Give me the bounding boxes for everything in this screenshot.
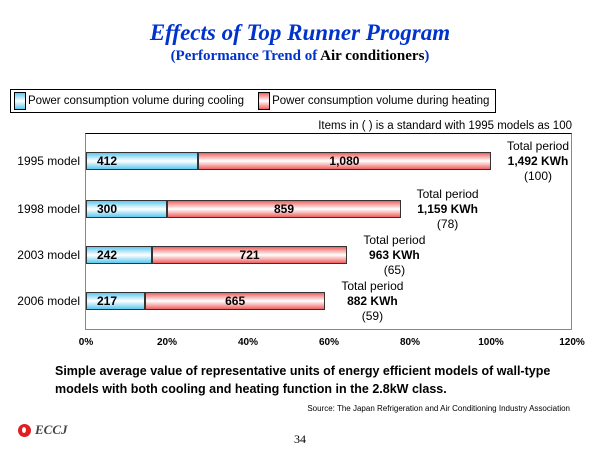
logo-text: ECCJ (35, 422, 68, 437)
x-tick-label: 60% (318, 337, 339, 348)
total-annotation: Total period 963 KWh (65) (349, 233, 439, 278)
plot-area (85, 133, 572, 330)
source-note: Source: The Japan Refrigeration and Air … (307, 404, 570, 413)
bar-heating: 1,080 (197, 152, 491, 170)
footnote: Simple average value of representative u… (55, 362, 555, 398)
total-label: Total period (506, 139, 570, 153)
logo-icon (18, 423, 31, 437)
total-annotation: Total period 1,492 KWh (100) (493, 139, 583, 184)
bar-cooling: 412 (86, 152, 198, 170)
total-label: Total period (416, 187, 479, 201)
bar-heating: 665 (144, 292, 326, 310)
footnote-line-1: Simple average value of representative u… (55, 364, 551, 378)
slide-title: Effects of Top Runner Program (149, 20, 451, 45)
x-tick-label: 40% (237, 337, 258, 348)
x-tick-label: 120% (559, 337, 585, 348)
slide-subtitle: (Performance Trend of Air conditioners) (0, 48, 600, 65)
total-value: 882 KWh (347, 294, 398, 308)
bar-label-cooling: 242 (97, 248, 118, 262)
chart-note: Items in ( ) is a standard with 1995 mod… (318, 120, 572, 132)
total-index: (100) (523, 169, 552, 183)
bar-cooling: 242 (86, 246, 152, 264)
legend-label-cooling: Power consumption volume during cooling (28, 95, 245, 107)
bar-cooling: 217 (86, 292, 145, 310)
x-tick-label: 20% (156, 337, 177, 348)
total-annotation: Total period 1,159 KWh (78) (403, 187, 493, 232)
total-value: 1,492 KWh (507, 154, 569, 168)
bar-label-cooling: 217 (97, 294, 118, 308)
category-label: 2006 model (17, 294, 80, 308)
x-tick-label: 0% (78, 337, 94, 348)
subtitle-highlight: Air conditioners (320, 48, 425, 64)
category-label: 1995 model (17, 154, 80, 168)
bar-label-heating: 1,080 (329, 154, 360, 168)
bar-label-cooling: 412 (97, 154, 118, 168)
chart-legend: Power consumption volume during cooling … (10, 89, 496, 113)
bar-cooling: 300 (86, 200, 168, 218)
bar-heating: 859 (167, 200, 401, 218)
total-value: 1,159 KWh (417, 202, 478, 216)
page-number: 34 (294, 432, 306, 446)
total-index: (65) (383, 263, 406, 277)
x-tick-label: 100% (478, 337, 504, 348)
category-label: 1998 model (17, 202, 80, 216)
bar-label-heating: 859 (273, 202, 295, 216)
eccj-logo: ECCJ (18, 422, 68, 438)
bar-label-heating: 721 (239, 248, 260, 262)
bar-heating: 721 (151, 246, 348, 264)
total-value: 963 KWh (369, 248, 420, 262)
bar-label-heating: 665 (225, 294, 246, 308)
legend-swatch-cooling (14, 92, 26, 110)
bar-label-cooling: 300 (97, 202, 118, 216)
category-label: 2003 model (17, 248, 80, 262)
total-label: Total period (363, 233, 426, 247)
total-label: Total period (341, 279, 404, 293)
subtitle-suffix: ) (424, 48, 430, 64)
x-tick-label: 80% (399, 337, 420, 348)
subtitle-prefix: (Performance Trend of (170, 48, 321, 64)
total-index: (59) (361, 309, 384, 323)
legend-swatch-heating (258, 92, 271, 110)
footnote-line-2: models with both cooling and heating fun… (55, 382, 447, 396)
total-annotation: Total period 882 KWh (59) (327, 279, 417, 324)
total-index: (78) (436, 217, 459, 231)
legend-label-heating: Power consumption volume during heating (272, 95, 490, 107)
